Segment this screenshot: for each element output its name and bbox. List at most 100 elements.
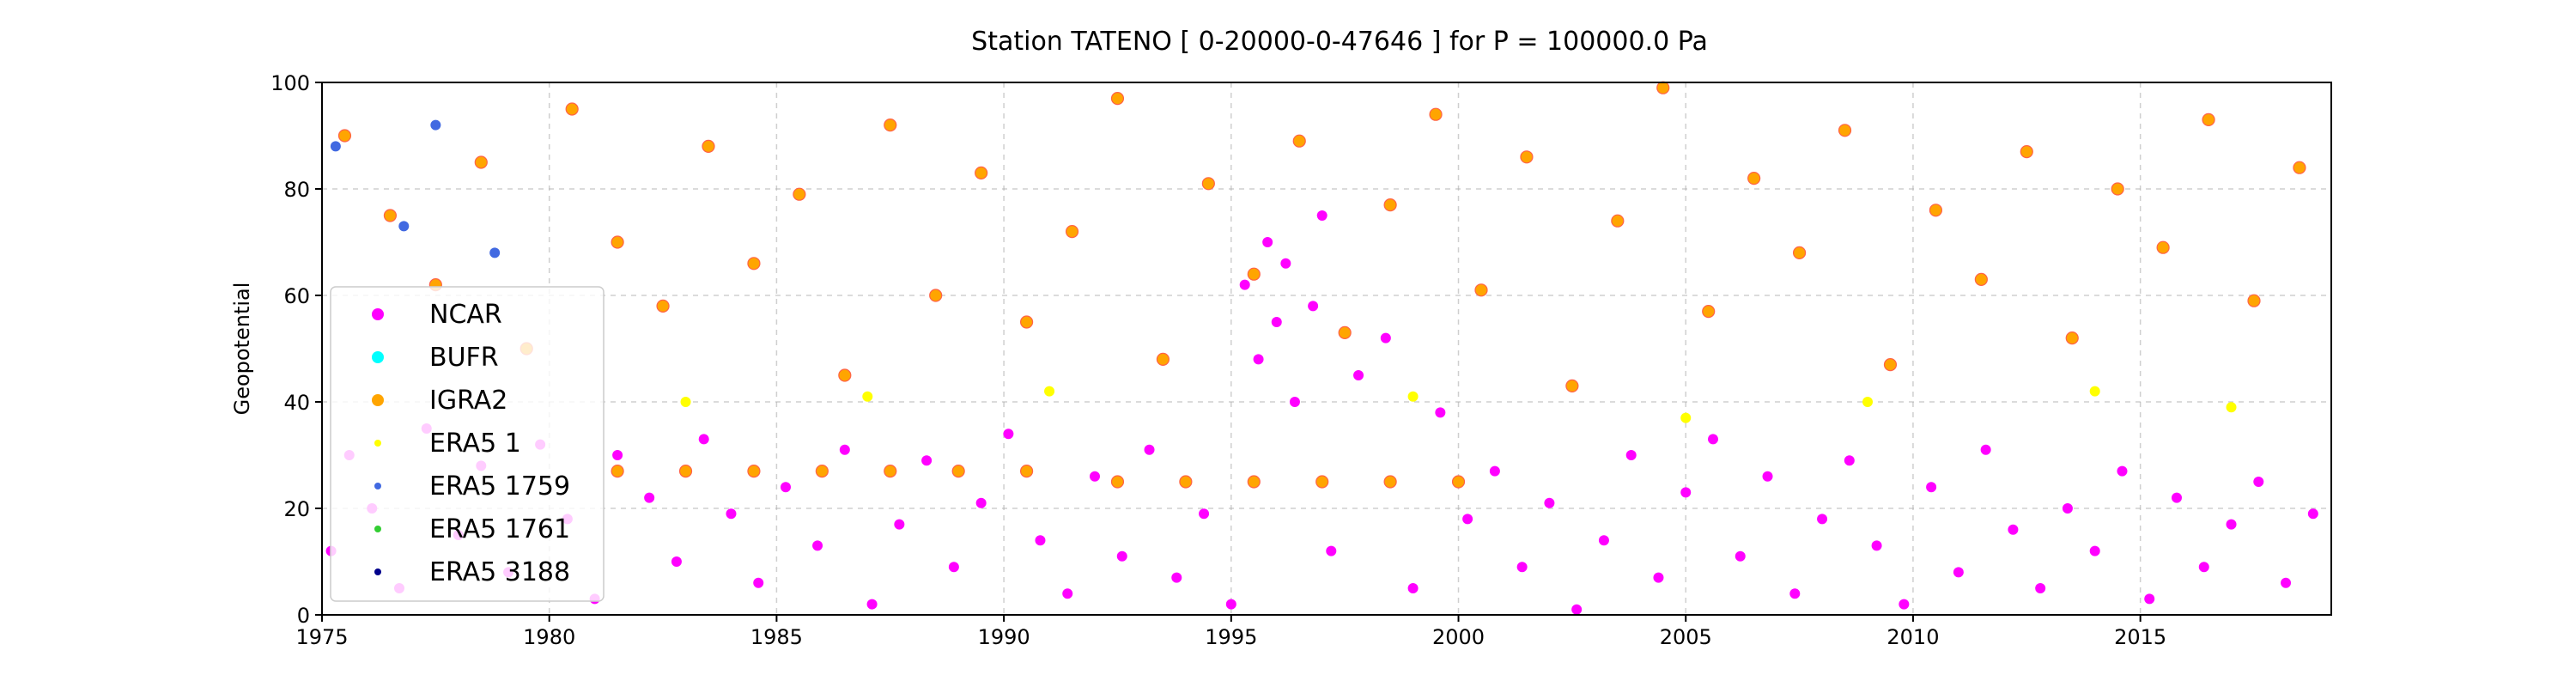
data-point [1708, 434, 1718, 445]
data-point [1090, 471, 1100, 482]
data-point [1407, 391, 1419, 402]
data-point [1571, 604, 1583, 615]
data-point [2089, 386, 2100, 397]
data-point [1199, 508, 1210, 520]
data-point [747, 257, 761, 271]
data-point [1844, 455, 1855, 466]
data-point [1253, 354, 1264, 365]
axis-ticks: 1975 1980 1985 1990 1995 2000 2005 2010 2015 0 20 4… [270, 71, 2166, 649]
data-point [1110, 475, 1125, 489]
legend-label: NCAR [429, 300, 502, 330]
data-point [1353, 370, 1364, 380]
data-point [1474, 283, 1488, 297]
data-point [1435, 407, 1446, 418]
data-point [1929, 204, 1943, 217]
legend-marker [372, 394, 384, 406]
series-era5-1759 [330, 119, 501, 258]
data-point [1225, 599, 1236, 610]
y-tick-label: 60 [283, 284, 310, 308]
y-tick-label: 40 [283, 391, 310, 415]
data-point [1062, 588, 1073, 599]
data-point [1019, 464, 1034, 478]
legend-label: ERA5 3188 [429, 557, 570, 587]
data-point [1116, 550, 1127, 562]
data-point [1762, 471, 1773, 482]
data-point [862, 391, 873, 402]
data-point [1289, 397, 1300, 407]
data-point [2247, 294, 2261, 307]
data-point [1792, 246, 1807, 259]
y-tick-label: 0 [297, 604, 310, 628]
data-point [2226, 519, 2237, 530]
data-point [2008, 524, 2019, 535]
data-point [2065, 331, 2079, 345]
data-point [398, 221, 410, 232]
data-point [2307, 508, 2318, 520]
legend-label: ERA5 1761 [429, 514, 570, 544]
data-point [1817, 514, 1828, 525]
data-point [1003, 429, 1014, 440]
legend-marker [374, 440, 381, 447]
data-point [1262, 237, 1273, 247]
data-point [1625, 450, 1637, 460]
data-point [884, 119, 897, 132]
x-tick-label: 2000 [1432, 625, 1485, 649]
y-tick-label: 80 [283, 178, 310, 202]
legend-box [330, 286, 605, 602]
data-point [1789, 588, 1801, 599]
data-point [753, 577, 764, 588]
data-point [929, 289, 943, 302]
legend-marker [374, 568, 381, 575]
data-point [2253, 477, 2264, 487]
legend-label: IGRA2 [429, 386, 507, 416]
legend-marker [372, 308, 384, 320]
x-tick-label: 1985 [750, 625, 803, 649]
legend-marker [372, 351, 384, 363]
data-point [2117, 465, 2128, 477]
data-point [894, 519, 905, 530]
data-point [884, 464, 897, 478]
y-tick-label: 100 [270, 71, 310, 95]
data-point [671, 556, 682, 567]
data-point [839, 444, 850, 455]
data-point [702, 139, 715, 153]
data-point [812, 540, 823, 551]
data-point [1316, 210, 1327, 221]
legend-label: ERA5 1759 [429, 471, 570, 502]
data-point [1110, 91, 1125, 106]
data-point [1656, 81, 1670, 94]
data-point [1280, 258, 1291, 269]
data-points [325, 81, 2318, 615]
data-point [921, 455, 933, 466]
data-point [1862, 397, 1873, 407]
data-point [1383, 198, 1397, 212]
data-point [656, 299, 670, 313]
plot-frame [321, 82, 2332, 616]
data-point [1338, 325, 1352, 339]
data-point [866, 599, 878, 610]
data-point [2202, 112, 2215, 126]
data-point [1980, 444, 1991, 455]
data-point [337, 129, 352, 143]
data-point [1653, 572, 1664, 583]
data-point [1883, 358, 1898, 372]
data-point [1520, 150, 1534, 164]
data-point [611, 464, 624, 478]
x-tick-label: 2015 [2114, 625, 2166, 649]
data-point [644, 492, 655, 503]
data-point [1407, 583, 1419, 593]
data-point [951, 464, 965, 478]
data-point [1044, 386, 1055, 397]
data-point [1462, 514, 1473, 525]
data-point [1451, 475, 1466, 489]
data-point [474, 155, 488, 169]
series-ncar [325, 210, 2318, 615]
x-tick-label: 1980 [523, 625, 575, 649]
chart-title: Station TATENO [ 0-20000-0-47646 ] for P… [971, 27, 1708, 57]
data-point [330, 141, 341, 152]
legend: NCAR BUFR IGRA2 ERA5 1 ERA5 1759 ERA5 1761 ERA… [330, 286, 605, 602]
data-point [1171, 572, 1182, 583]
data-point [838, 368, 852, 382]
data-point [1383, 475, 1397, 489]
x-tick-label: 1990 [978, 625, 1030, 649]
